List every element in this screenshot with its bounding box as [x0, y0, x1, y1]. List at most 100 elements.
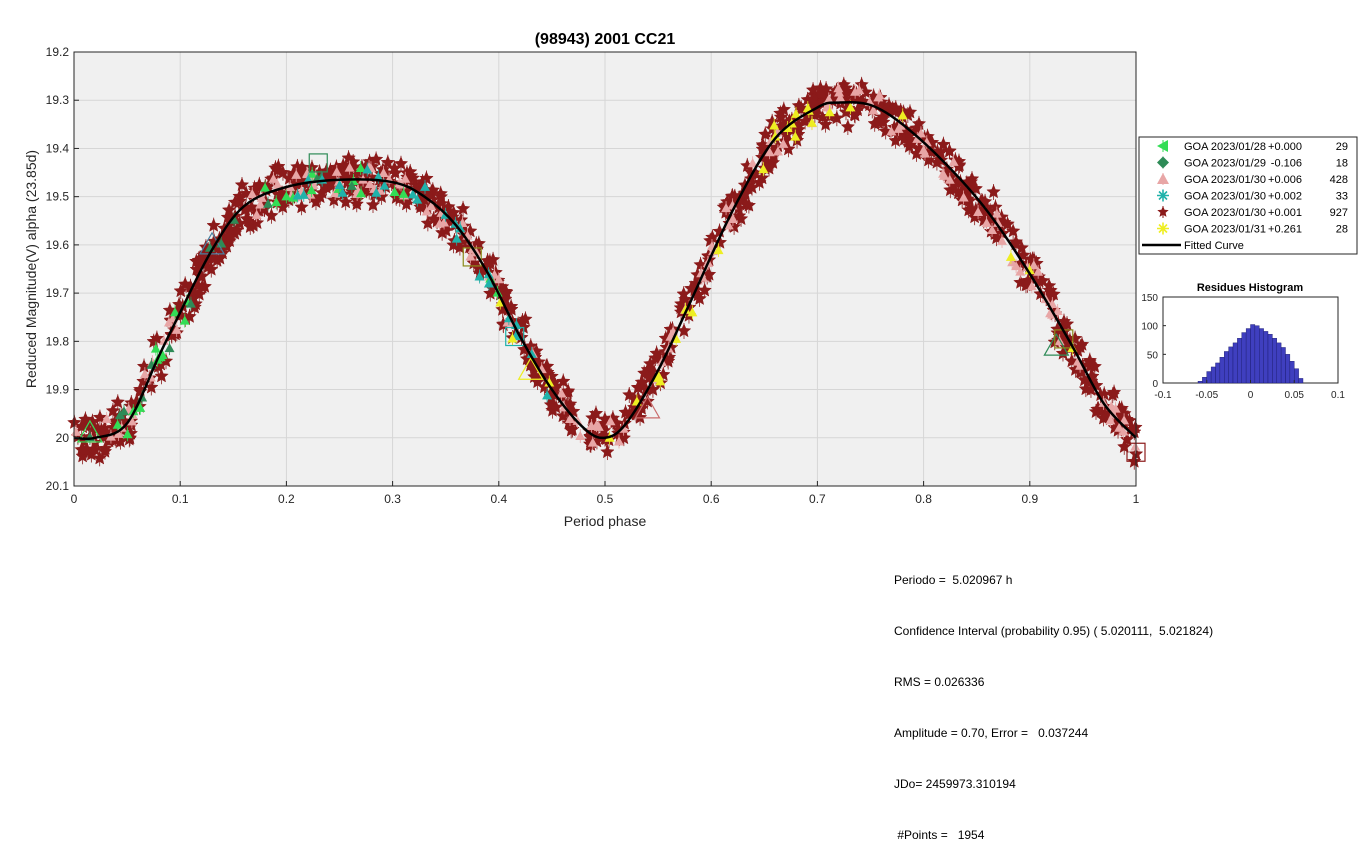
data-point — [1118, 426, 1129, 436]
stat-points: #Points = 1954 — [894, 828, 985, 842]
data-point — [164, 343, 175, 353]
data-point — [874, 90, 885, 100]
data-point-star — [393, 156, 409, 171]
first-point-marker — [199, 231, 226, 255]
data-point-star — [345, 154, 361, 169]
x-tick-label: 0 — [71, 492, 78, 506]
legend-marker — [1157, 140, 1168, 152]
data-point-star — [676, 286, 691, 301]
scatter-layer — [67, 76, 1146, 470]
legend-count: 428 — [1330, 174, 1348, 186]
data-point-star — [911, 116, 927, 131]
data-point — [991, 208, 1002, 218]
data-point — [895, 120, 906, 130]
data-point — [126, 416, 137, 426]
y-tick-label: 19.5 — [46, 190, 70, 204]
data-point — [305, 189, 316, 199]
data-point — [247, 188, 258, 198]
data-point-star — [600, 444, 615, 459]
data-point — [364, 178, 375, 188]
data-point — [263, 198, 274, 208]
data-point-star — [232, 193, 248, 208]
legend-offset: +0.006 — [1268, 174, 1302, 186]
histogram-bar — [1197, 381, 1203, 384]
data-point-star — [434, 225, 450, 240]
data-point-star — [731, 208, 747, 223]
data-point — [493, 274, 504, 284]
fit-statistics: Periodo = 5.020967 h Confidence Interval… — [894, 538, 1213, 861]
histogram-bar — [1219, 357, 1225, 384]
legend-count: 927 — [1330, 207, 1348, 219]
data-point-star — [986, 184, 1001, 199]
data-point-star — [234, 177, 250, 192]
data-point — [897, 110, 908, 120]
first-point-marker — [308, 153, 328, 173]
data-point — [1033, 266, 1044, 276]
stat-confidence-interval: Confidence Interval (probability 0.95) (… — [894, 624, 1214, 638]
legend-label: GOA 2023/01/30 — [1184, 191, 1266, 203]
data-point — [912, 133, 923, 143]
hist-y-tick-label: 150 — [1141, 293, 1158, 304]
histogram-bar — [1267, 334, 1273, 384]
data-point-star — [741, 197, 757, 212]
data-point — [981, 217, 992, 227]
data-point — [575, 431, 586, 441]
data-point-star — [840, 119, 856, 134]
data-point — [938, 168, 949, 178]
data-point-star — [294, 199, 309, 214]
x-tick-label: 1 — [1133, 492, 1140, 506]
data-point-star — [765, 155, 781, 170]
data-point — [112, 419, 123, 429]
data-point-star — [649, 345, 664, 360]
data-point-star — [191, 286, 207, 301]
data-point — [483, 278, 494, 288]
data-point — [992, 217, 1003, 227]
data-point-star — [1072, 339, 1088, 354]
data-point — [298, 189, 309, 199]
data-point — [362, 164, 373, 174]
histogram-bar — [1298, 378, 1304, 384]
data-point — [256, 192, 267, 202]
legend-marker — [1157, 222, 1169, 235]
data-point — [398, 188, 409, 198]
hist-x-tick-label: 0 — [1248, 390, 1254, 401]
stat-period: Periodo = 5.020967 h — [894, 573, 1013, 587]
legend-fit-label: Fitted Curve — [1184, 240, 1244, 252]
data-point-star — [326, 192, 342, 207]
y-tick-label: 19.9 — [46, 383, 70, 397]
legend-offset: +0.261 — [1268, 224, 1302, 236]
data-point-star — [1056, 314, 1072, 328]
data-point — [272, 179, 283, 189]
data-point-star — [97, 443, 113, 458]
data-point-star — [402, 164, 418, 179]
data-point — [122, 429, 133, 439]
data-point — [526, 348, 537, 358]
data-point — [790, 131, 801, 141]
legend-entry: GOA 2023/01/30 +0.001 927 — [1157, 206, 1348, 219]
stat-rms: RMS = 0.026336 — [894, 675, 985, 689]
data-point — [807, 117, 818, 127]
data-point — [997, 235, 1008, 245]
data-point — [344, 162, 355, 172]
data-point — [1130, 441, 1141, 451]
legend-offset: +0.002 — [1268, 191, 1302, 203]
y-tick-label: 19.7 — [46, 286, 70, 300]
data-point — [251, 209, 262, 219]
data-point — [835, 92, 846, 102]
data-point — [973, 206, 984, 216]
histogram-bar — [1241, 332, 1247, 384]
hist-y-tick-label: 100 — [1141, 322, 1158, 333]
data-point — [171, 324, 182, 334]
legend-count: 28 — [1336, 224, 1348, 236]
data-point — [824, 107, 835, 117]
data-point-star — [154, 368, 169, 383]
data-point-star — [482, 256, 498, 270]
data-point — [268, 173, 279, 183]
histogram-bar — [1210, 366, 1216, 384]
data-point — [105, 431, 116, 441]
data-point — [474, 271, 485, 281]
data-point — [544, 377, 555, 387]
x-axis-ticks: 0 0.1 0.2 0.3 0.4 0.5 0.6 0.7 0.8 0.9 1 — [71, 481, 1140, 506]
data-point — [791, 108, 802, 118]
data-point — [507, 333, 518, 343]
